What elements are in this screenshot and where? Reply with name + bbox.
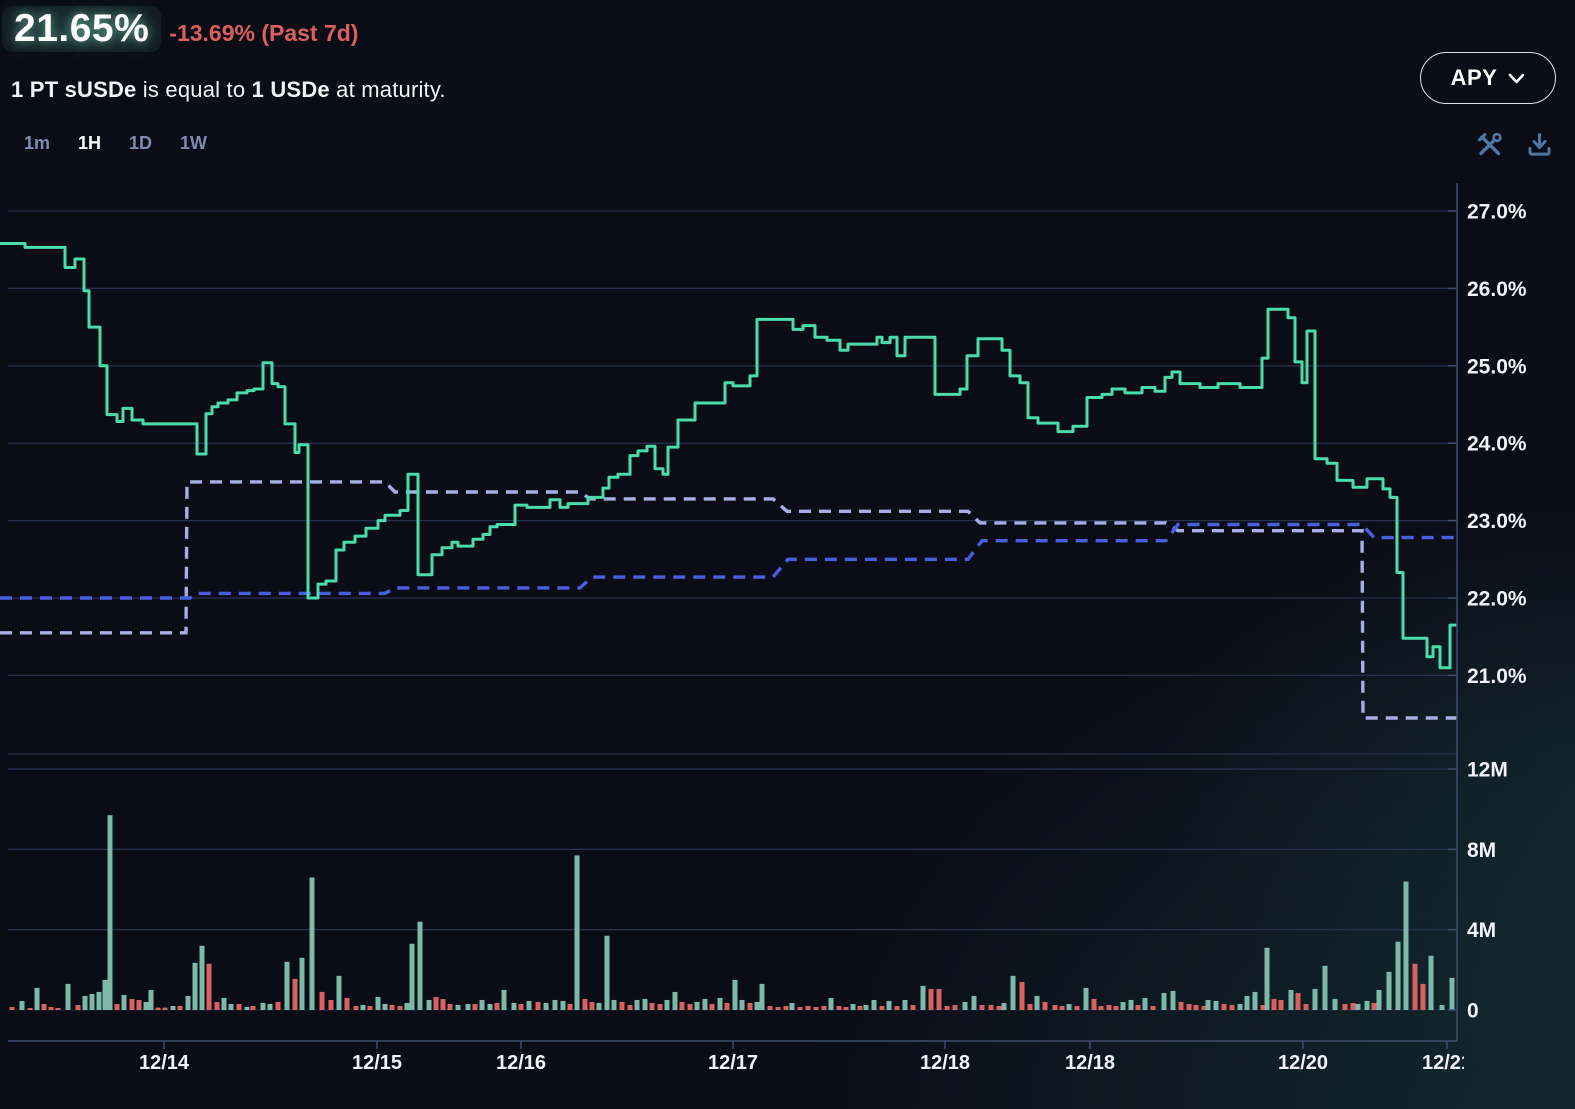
maturity-note: 1 PT sUSDe is equal to 1 USDe at maturit… bbox=[11, 77, 446, 102]
svg-text:23.0%: 23.0% bbox=[1467, 510, 1527, 533]
svg-text:22.0%: 22.0% bbox=[1467, 588, 1527, 611]
unit-dropdown-label: APY bbox=[1450, 65, 1498, 90]
svg-text:26.0%: 26.0% bbox=[1467, 278, 1527, 301]
implied-apy-upper-line bbox=[0, 480, 1457, 720]
gridlines bbox=[8, 210, 1457, 1011]
unit-dropdown-button[interactable]: APY bbox=[1420, 52, 1556, 104]
svg-text:4M: 4M bbox=[1467, 919, 1496, 942]
svg-text:12/18: 12/18 bbox=[920, 1052, 970, 1074]
y-axis-labels: 27.0% 26.0% 25.0% 24.0% 23.0% 22.0% 21.0% 12M 8M… bbox=[1467, 201, 1527, 1023]
volume-bars bbox=[9, 815, 1455, 1010]
svg-text:12/18: 12/18 bbox=[1065, 1052, 1115, 1074]
svg-text:27.0%: 27.0% bbox=[1467, 201, 1527, 224]
apy-line bbox=[0, 242, 1457, 670]
timeframe-1d[interactable]: 1D bbox=[129, 133, 153, 153]
tools-icon[interactable] bbox=[1475, 130, 1504, 159]
chevron-down-icon bbox=[1509, 73, 1525, 83]
chart-toolbar bbox=[1475, 130, 1554, 159]
current-apy-value: 21.65% bbox=[2, 6, 162, 52]
download-icon[interactable] bbox=[1525, 130, 1554, 159]
axes bbox=[8, 183, 1458, 1049]
timeframe-1h[interactable]: 1H bbox=[78, 133, 102, 153]
timeframe-1w[interactable]: 1W bbox=[180, 133, 208, 153]
timeframe-selector: 1m 1H 1D 1W bbox=[24, 133, 207, 154]
maturity-note-asset: 1 PT sUSDe bbox=[11, 77, 137, 102]
current-value-row: 21.65% -13.69% (Past 7d) bbox=[2, 6, 358, 52]
svg-text:8M: 8M bbox=[1467, 839, 1496, 862]
svg-text:12/20: 12/20 bbox=[1278, 1052, 1328, 1074]
timeframe-1m[interactable]: 1m bbox=[24, 133, 51, 153]
x-axis-labels: 12/14 12/15 12/16 12/17 12/18 12/18 12/20 12/21 bbox=[139, 1052, 1472, 1074]
svg-text:0: 0 bbox=[1467, 1000, 1479, 1023]
svg-text:25.0%: 25.0% bbox=[1467, 355, 1527, 378]
svg-text:12/16: 12/16 bbox=[496, 1052, 546, 1074]
svg-text:21.0%: 21.0% bbox=[1467, 665, 1527, 688]
svg-text:12/17: 12/17 bbox=[708, 1052, 758, 1074]
svg-text:12/21: 12/21 bbox=[1422, 1052, 1472, 1074]
svg-text:12M: 12M bbox=[1467, 759, 1508, 782]
maturity-note-underlying: 1 USDe bbox=[251, 77, 330, 102]
svg-text:12/15: 12/15 bbox=[352, 1052, 402, 1074]
implied-apy-lower-line bbox=[0, 522, 1457, 600]
svg-text:24.0%: 24.0% bbox=[1467, 433, 1527, 456]
svg-text:12/14: 12/14 bbox=[139, 1052, 190, 1074]
apy-change-7d: -13.69% (Past 7d) bbox=[169, 20, 359, 46]
